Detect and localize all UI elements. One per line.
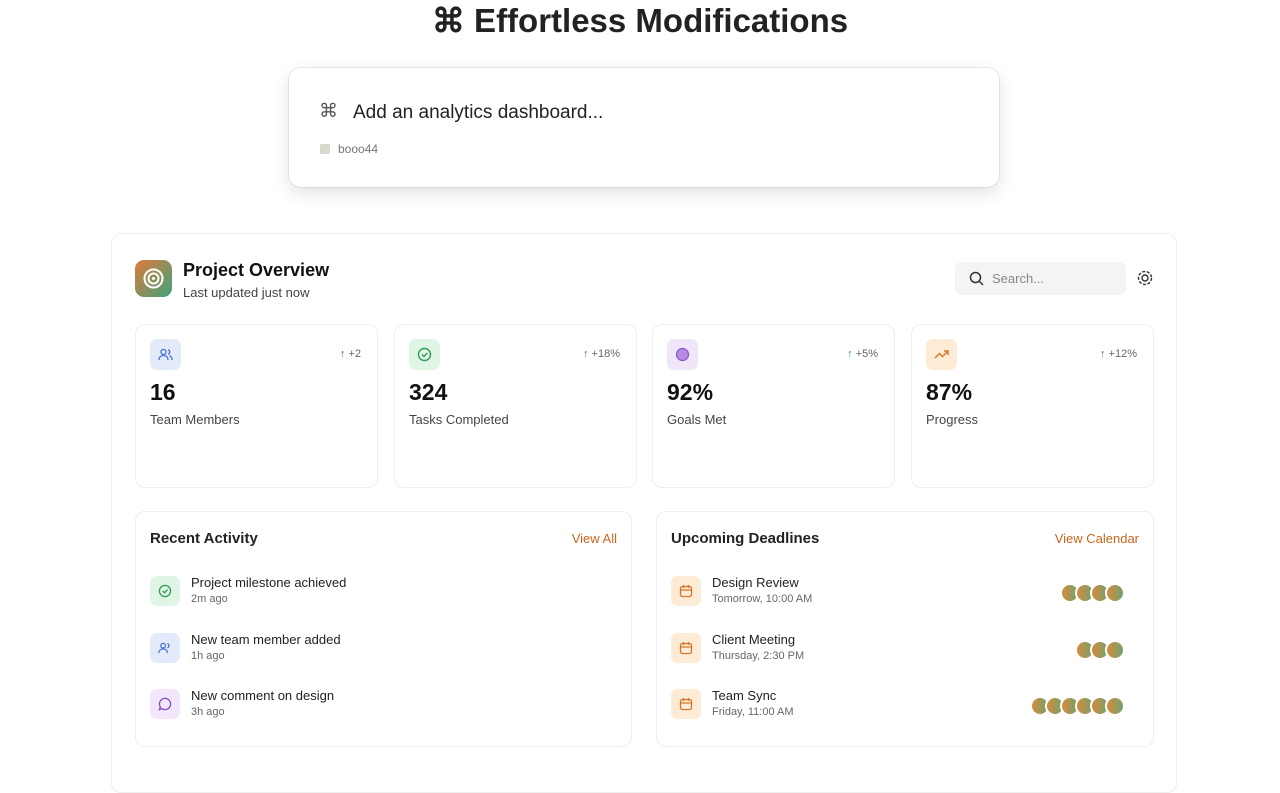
activity-title: New team member added	[191, 632, 341, 647]
activity-item: Project milestone achieved 2m ago	[150, 574, 610, 608]
body: ⌘ Effortless Modifications ⌘ Add an anal…	[111, 2, 1177, 793]
panel-title: Recent Activity	[150, 530, 258, 547]
stat-change: ↑ +5%	[847, 348, 878, 360]
search-placeholder: Search...	[992, 271, 1045, 286]
activity-time: 1h ago	[191, 650, 225, 662]
deadline-title: Client Meeting	[712, 632, 796, 647]
page: Effortless Modifications {"header": {"ti…	[111, 2, 1177, 793]
stat-change-value: +18%	[591, 348, 620, 360]
calendar-icon	[671, 689, 701, 719]
stat-icon	[926, 339, 957, 370]
stat-value: 324	[409, 379, 448, 405]
deadline-item: Team Sync Friday, 11:00 AM	[671, 687, 1139, 721]
activity-icon	[150, 689, 180, 719]
stat-value: 92%	[667, 379, 714, 405]
prompt-icon: ⌘	[319, 101, 338, 122]
avatar-stack	[1075, 640, 1125, 660]
settings-button[interactable]	[1136, 269, 1154, 287]
stat-change-value: +5%	[855, 348, 878, 360]
stat-label: Tasks Completed	[409, 412, 509, 427]
activity-item: New comment on design 3h ago	[150, 687, 610, 721]
deadline-item: Client Meeting Thursday, 2:30 PM	[671, 631, 1139, 665]
page-title: ⌘ Effortless Modifications	[431, 2, 849, 39]
deadline-item: Design Review Tomorrow, 10:00 AM	[671, 574, 1139, 608]
avatar-stack	[1060, 583, 1125, 603]
activity-item: New team member added 1h ago	[150, 631, 610, 665]
stat-icon	[150, 339, 181, 370]
stat-change: ↑ +12%	[1099, 348, 1137, 360]
deadline-title: Team Sync	[712, 688, 777, 703]
prompt-tag: booo44	[338, 142, 379, 156]
stat-label: Team Members	[150, 412, 240, 427]
dashboard-subtitle: Last updated just now	[183, 285, 310, 300]
view-all-link[interactable]: View All	[571, 531, 617, 546]
panel-title: Upcoming Deadlines	[671, 530, 820, 547]
avatar-stack	[1030, 696, 1125, 716]
tag-swatch	[320, 144, 330, 154]
dashboard: Project Overview Last updated just now S…	[111, 233, 1177, 793]
stat-card: ↑ +12% 87% Progress	[911, 324, 1154, 488]
stat-icon	[409, 339, 440, 370]
calendar-icon	[671, 633, 701, 663]
activity-icon	[150, 633, 180, 663]
stat-value: 87%	[926, 379, 973, 405]
recent-activity-panel: Recent Activity View All Project milesto…	[135, 511, 632, 747]
deadline-title: Design Review	[712, 575, 799, 590]
view-calendar-link[interactable]: View Calendar	[1054, 531, 1139, 546]
stat-change-value: +12%	[1108, 348, 1137, 360]
deadline-time: Tomorrow, 10:00 AM	[712, 593, 813, 605]
stat-icon	[667, 339, 698, 370]
activity-time: 2m ago	[191, 593, 228, 605]
stat-label: Goals Met	[667, 412, 727, 427]
activity-title: Project milestone achieved	[191, 575, 347, 590]
stat-label: Progress	[926, 412, 979, 427]
deadline-time: Friday, 11:00 AM	[712, 706, 794, 718]
stat-card: ↑ +5% 92% Goals Met	[652, 324, 895, 488]
stat-change: ↑ +18%	[582, 348, 620, 360]
activity-title: New comment on design	[191, 688, 335, 703]
stat-card: ↑ +18% 324 Tasks Completed	[394, 324, 637, 488]
stat-change-value: +2	[348, 348, 361, 360]
prompt-text: Add an analytics dashboard...	[353, 102, 604, 123]
logo	[135, 260, 172, 297]
stat-change: ↑ +2	[339, 348, 361, 360]
search-box[interactable]: Search...	[955, 262, 1126, 295]
calendar-icon	[671, 576, 701, 606]
dashboard-title: Project Overview	[183, 260, 330, 280]
stat-value: 16	[150, 379, 176, 405]
prompt-box[interactable]: ⌘ Add an analytics dashboard... booo44	[289, 68, 999, 187]
deadline-time: Thursday, 2:30 PM	[712, 650, 805, 662]
activity-icon	[150, 576, 180, 606]
deadlines-panel: Upcoming Deadlines View Calendar Design …	[656, 511, 1154, 747]
activity-time: 3h ago	[191, 706, 225, 718]
stat-card: ↑ +2 16 Team Members	[135, 324, 378, 488]
